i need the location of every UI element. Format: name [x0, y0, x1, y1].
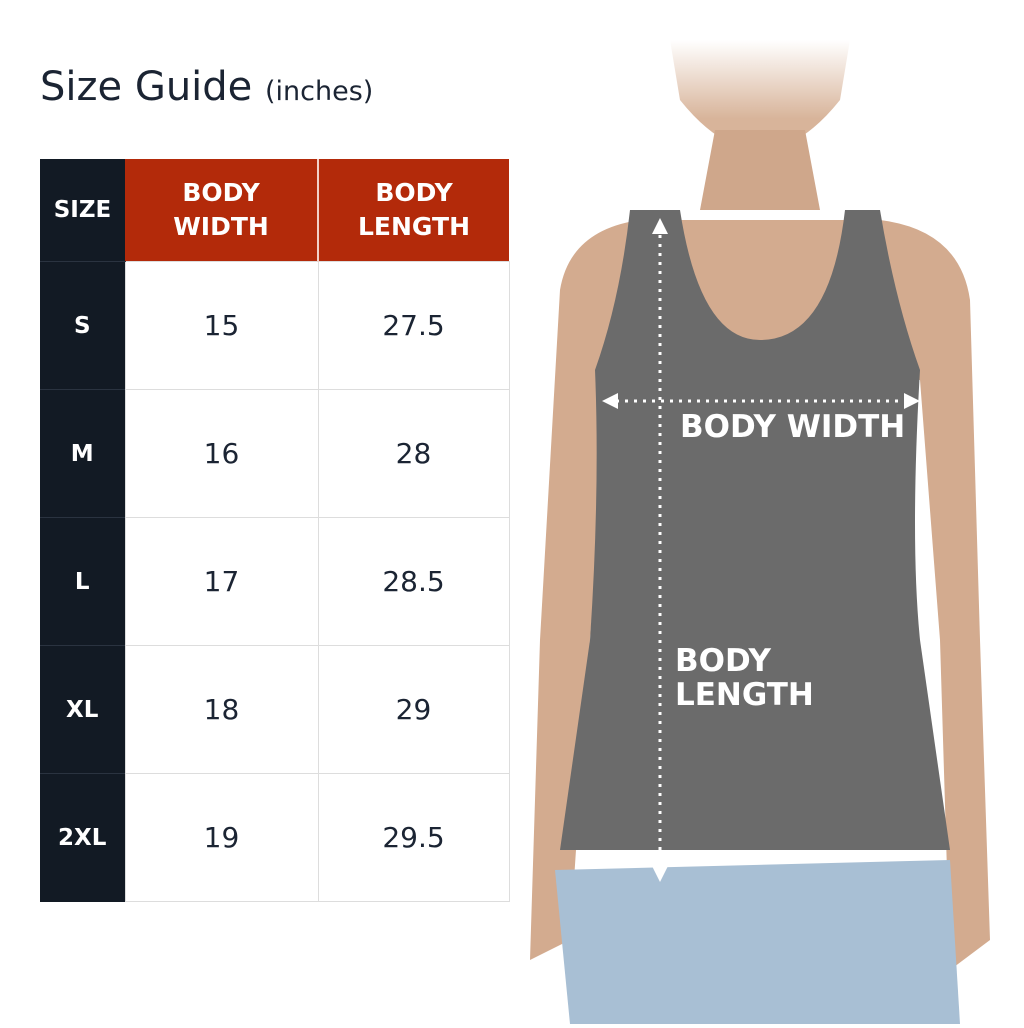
size-cell: L [40, 517, 125, 646]
body-width-cell: 17 [124, 517, 319, 646]
body-length-cell: 27.5 [317, 261, 510, 390]
body-length-cell: 29 [317, 645, 510, 774]
header-body-width: BODY WIDTH [125, 159, 319, 262]
body-length-label: BODY LENGTH [675, 643, 814, 713]
page-title: Size Guide (inches) [40, 64, 374, 110]
size-cell: M [40, 389, 125, 518]
unit-label: (inches) [265, 76, 374, 107]
size-cell: XL [40, 645, 125, 774]
body-width-cell: 18 [124, 645, 319, 774]
table-row: 2XL 19 29.5 [40, 773, 510, 902]
size-cell: 2XL [40, 773, 125, 902]
body-length-arrow [607, 235, 913, 870]
body-width-label: BODY WIDTH [680, 409, 906, 445]
size-cell: S [40, 261, 125, 390]
header-body-length: BODY LENGTH [318, 159, 509, 262]
size-table: SIZE BODY WIDTH BODY LENGTH S 15 27.5 M 16 28 L 1… [40, 159, 510, 902]
table-row: S 15 27.5 [40, 261, 510, 390]
table-row: XL 18 29 [40, 645, 510, 774]
table-row: L 17 28.5 [40, 517, 510, 646]
body-width-cell: 19 [124, 773, 319, 902]
body-length-cell: 28.5 [317, 517, 510, 646]
header-size: SIZE [40, 159, 125, 262]
table-header: SIZE BODY WIDTH BODY LENGTH [40, 159, 509, 262]
model-figure: BODY WIDTH BODY LENGTH [500, 40, 1024, 1024]
tank-top-illustration [500, 40, 1024, 1024]
body-width-cell: 15 [124, 261, 319, 390]
table-row: M 16 28 [40, 389, 510, 518]
body-length-cell: 28 [317, 389, 510, 518]
body-width-cell: 16 [124, 389, 319, 518]
body-length-cell: 29.5 [317, 773, 510, 902]
